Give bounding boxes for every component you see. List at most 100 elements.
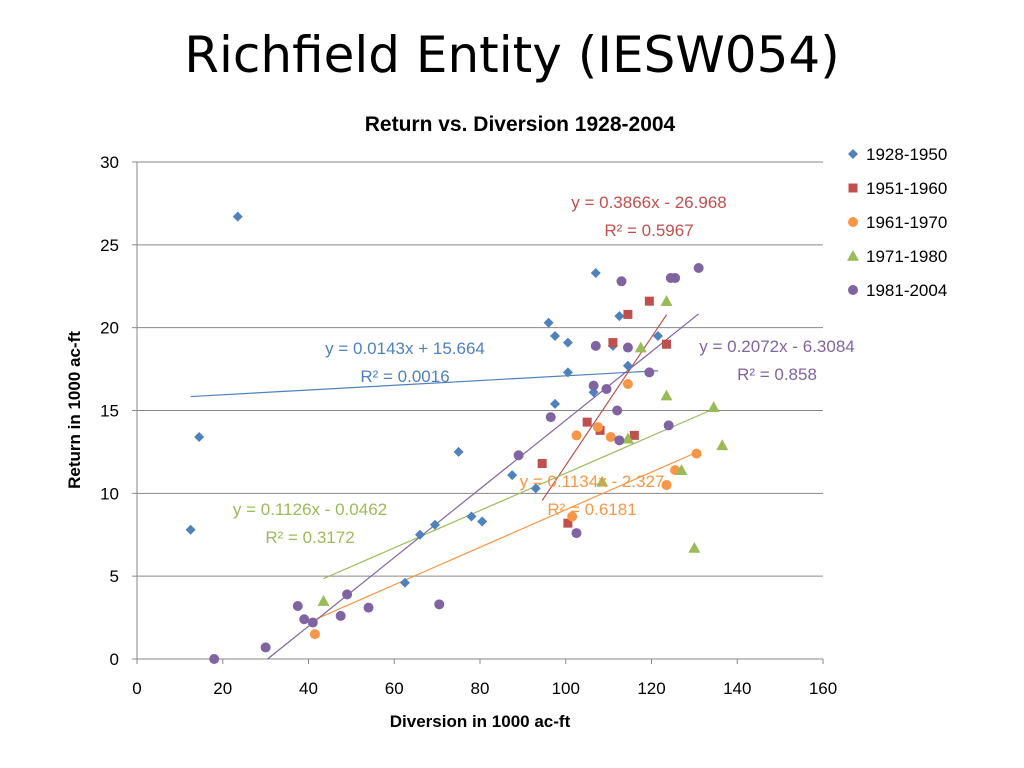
y-tick-label: 15 — [100, 402, 119, 421]
point-1981-2004 — [612, 405, 623, 416]
legend-marker-1971-1980 — [847, 250, 859, 261]
trendline-equation-1971-1980: y = 0.1126x - 0.0462 — [233, 500, 387, 519]
y-tick-label: 20 — [100, 319, 119, 338]
point-1928-1950 — [185, 524, 196, 535]
point-1971-1980 — [707, 401, 720, 412]
trendline-equation-1928-1950: y = 0.0143x + 15.664 — [325, 339, 485, 358]
legend: 1928-1950 1951-1960 1961-1970 1971-1980 1981… — [847, 145, 947, 300]
chart-title: Return vs. Diversion 1928-2004 — [365, 113, 676, 136]
legend-label-1971-1980: 1971-1980 — [866, 247, 947, 266]
legend-marker-1928-1950 — [848, 149, 858, 159]
trendline-r2-1971-1980: R² = 0.3172 — [265, 528, 354, 547]
point-1981-2004 — [299, 614, 310, 625]
tick-labels: 0 5 10 15 20 25 30 0 20 40 60 80 100 120 140 160 — [100, 153, 837, 698]
point-1928-1950 — [614, 311, 625, 322]
legend-label-1981-2004: 1981-2004 — [866, 281, 947, 300]
trendline-r2-1961-1970: R² = 0.6181 — [547, 500, 636, 519]
x-tick-label: 160 — [809, 679, 837, 698]
point-1971-1980 — [596, 475, 609, 487]
point-1928-1950 — [399, 577, 410, 588]
point-1981-2004 — [513, 450, 524, 461]
point-1971-1980 — [317, 595, 330, 606]
legend-marker-1951-1960 — [848, 183, 858, 193]
point-1981-2004 — [601, 383, 612, 394]
x-axis-title: Diversion in 1000 ac-ft — [390, 712, 571, 731]
point-1928-1950 — [562, 367, 573, 378]
point-1951-1960 — [644, 296, 654, 306]
trendline-equation-1951-1960: y = 0.3866x - 26.968 — [571, 193, 726, 212]
point-1981-2004 — [335, 610, 346, 621]
point-1981-2004 — [434, 599, 445, 610]
point-1928-1950 — [550, 398, 561, 409]
point-1928-1950 — [550, 330, 561, 341]
x-tick-label: 60 — [385, 679, 404, 698]
point-1981-2004 — [614, 435, 625, 446]
point-1951-1960 — [623, 309, 633, 319]
data-points — [185, 211, 729, 664]
x-tick-label: 120 — [637, 679, 665, 698]
trendline-equation-1981-2004: y = 0.2072x - 6.3084 — [699, 337, 854, 356]
point-1981-2004 — [616, 276, 627, 287]
axes — [132, 161, 824, 664]
point-1961-1970 — [592, 422, 603, 433]
y-axis-title: Return in 1000 ac-ft — [65, 331, 84, 489]
y-tick-label: 10 — [100, 484, 119, 503]
y-tick-label: 30 — [100, 153, 119, 172]
point-1928-1950 — [622, 360, 633, 371]
legend-label-1961-1970: 1961-1970 — [866, 213, 947, 232]
trendline-1951-1960 — [541, 314, 668, 501]
point-1928-1950 — [466, 511, 477, 522]
point-1971-1980 — [716, 439, 729, 451]
slide-title: Richfield Entity (IESW054) — [184, 26, 840, 84]
point-1951-1960 — [629, 430, 639, 440]
y-tick-label: 5 — [110, 567, 119, 586]
trendline-1981-2004 — [267, 313, 700, 660]
y-tick-label: 25 — [100, 236, 119, 255]
x-tick-label: 80 — [471, 679, 490, 698]
point-1961-1970 — [622, 378, 633, 389]
point-1961-1970 — [605, 432, 616, 443]
point-1961-1970 — [661, 480, 672, 491]
trendline-equations: y = 0.0143x + 15.664 R² = 0.0016 y = 0.386… — [233, 193, 855, 547]
point-1981-2004 — [644, 367, 655, 378]
trendline-1961-1970 — [314, 451, 697, 621]
point-1981-2004 — [260, 642, 271, 653]
point-1928-1950 — [414, 529, 425, 540]
trendlines — [190, 313, 714, 660]
point-1971-1980 — [660, 389, 673, 401]
point-1951-1960 — [662, 339, 672, 349]
point-1961-1970 — [691, 448, 702, 459]
point-1981-2004 — [670, 272, 681, 283]
point-1981-2004 — [622, 342, 633, 353]
point-1951-1960 — [608, 338, 618, 348]
point-1928-1950 — [652, 330, 663, 341]
legend-marker-1961-1970 — [848, 217, 858, 227]
point-1928-1950 — [477, 516, 488, 527]
gridlines — [137, 161, 823, 577]
point-1971-1980 — [675, 464, 688, 475]
trendline-r2-1928-1950: R² = 0.0016 — [360, 367, 449, 386]
point-1951-1960 — [563, 518, 573, 528]
point-1981-2004 — [588, 380, 599, 391]
point-1928-1950 — [194, 432, 205, 443]
point-1981-2004 — [571, 528, 582, 539]
x-tick-label: 100 — [552, 679, 580, 698]
point-1981-2004 — [209, 654, 220, 664]
point-1928-1950 — [232, 211, 243, 222]
point-1981-2004 — [545, 412, 556, 423]
point-1951-1960 — [582, 417, 592, 427]
point-1981-2004 — [590, 340, 601, 351]
point-1928-1950 — [530, 483, 541, 494]
x-tick-label: 0 — [132, 679, 141, 698]
point-1981-2004 — [342, 589, 353, 600]
point-1928-1950 — [562, 337, 573, 348]
legend-label-1928-1950: 1928-1950 — [866, 145, 947, 164]
point-1928-1950 — [507, 470, 518, 481]
point-1928-1950 — [453, 446, 464, 457]
point-1971-1980 — [634, 341, 647, 353]
legend-marker-1981-2004 — [848, 285, 858, 295]
point-1981-2004 — [663, 420, 674, 431]
x-tick-label: 20 — [213, 679, 232, 698]
point-1961-1970 — [309, 629, 320, 640]
